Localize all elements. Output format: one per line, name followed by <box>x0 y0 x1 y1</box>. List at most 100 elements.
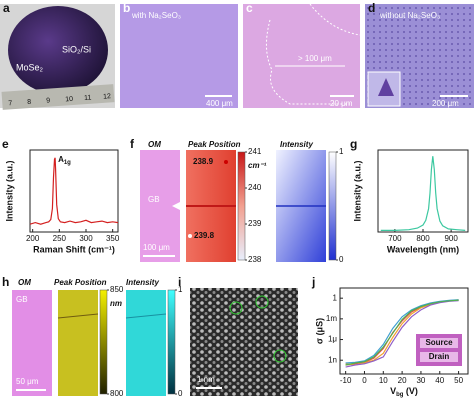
ruler <box>1 84 115 110</box>
x-tick-label: 40 <box>435 376 444 385</box>
colorbar-label: 241 <box>248 147 262 156</box>
x-tick-label: 700 <box>388 234 402 243</box>
scale: 50 μm <box>16 377 39 386</box>
spot-label: 238.9 <box>193 157 214 166</box>
label: Peak Position <box>54 278 107 287</box>
micrograph <box>120 4 238 108</box>
ruler-number: 12 <box>103 93 111 101</box>
series-line <box>345 300 459 368</box>
x-tick-label: 0 <box>362 376 367 385</box>
label: Peak Position <box>188 140 241 149</box>
wafer <box>8 6 108 94</box>
label: OM <box>18 278 31 287</box>
colorbar <box>328 151 337 261</box>
colorbar-label: 1 <box>339 147 344 156</box>
colorbar-unit: nm <box>110 299 122 308</box>
colorbar-label: 1 <box>178 285 183 294</box>
label-sub: bg <box>396 392 404 398</box>
intensity-map <box>126 290 166 396</box>
panel-letter: d <box>368 1 375 15</box>
colorbar-label: 850 <box>110 285 124 294</box>
plot-frame <box>377 149 469 233</box>
panel-letter: j <box>311 275 315 289</box>
micrograph <box>243 4 360 108</box>
panel-letter: h <box>2 275 9 289</box>
x-tick-label: 200 <box>26 234 40 243</box>
colorbar-label: 0 <box>178 389 183 398</box>
x-tick-label: 300 <box>79 234 93 243</box>
ruler-number: 10 <box>65 96 73 104</box>
axis-label: Raman Shift (cm⁻¹) <box>33 244 115 254</box>
panel-letter: b <box>123 1 130 15</box>
label-part: V <box>390 386 396 396</box>
series-line <box>345 299 459 366</box>
inset-label: Drain <box>429 352 450 361</box>
gb: GB <box>16 295 28 304</box>
colorbar <box>237 151 246 261</box>
ruler-number: 11 <box>84 95 92 102</box>
stem-image <box>190 288 298 396</box>
ruler-number: 9 <box>46 97 50 104</box>
peak-label: A1g <box>58 155 71 165</box>
flake <box>378 78 394 96</box>
colorbar <box>99 289 108 395</box>
size: > 100 μm <box>298 54 332 63</box>
colorbar-label: 240 <box>248 183 262 192</box>
defect <box>273 349 287 363</box>
y-tick-label: 1 <box>333 293 338 302</box>
label-part: (V) <box>403 386 418 396</box>
colorbar-label: 800 <box>110 389 124 398</box>
spot <box>224 160 228 164</box>
y-tick-label: 1n <box>328 355 337 364</box>
x-tick-label: 50 <box>454 376 463 385</box>
colorbar-label: 238 <box>248 255 262 264</box>
colorbar-label: 239 <box>248 219 262 228</box>
panel-letter: a <box>3 1 10 15</box>
material: MoSe₂ <box>16 62 44 72</box>
panel-letter: e <box>2 137 9 151</box>
plot-frame <box>339 287 469 375</box>
om-image <box>12 290 52 396</box>
axis-label: Vbg (V) <box>390 386 418 397</box>
domain-edge <box>266 3 361 105</box>
panel-letter: g <box>350 137 357 151</box>
x-tick-label: -10 <box>340 376 352 385</box>
series-line <box>29 157 119 225</box>
label: Intensity <box>126 278 159 287</box>
series-line <box>380 156 466 231</box>
ruler-number: 8 <box>27 99 31 106</box>
panel-letter: i <box>178 275 181 289</box>
scale: 400 μm <box>206 99 233 108</box>
label-part: A <box>58 155 64 164</box>
inset-label: Source <box>425 338 453 347</box>
label: OM <box>148 140 161 149</box>
colorbar <box>167 289 176 395</box>
gb: GB <box>148 195 160 204</box>
spot <box>188 234 192 238</box>
defect <box>255 295 269 309</box>
y-tick-label: 1μ <box>328 335 337 344</box>
peak-map <box>58 290 98 396</box>
axis-label: Wavelength (nm) <box>387 244 459 254</box>
spot-label: 239.8 <box>194 231 215 240</box>
electrode <box>420 338 458 348</box>
x-tick-label: 350 <box>106 234 120 243</box>
panel-letter: c <box>246 1 253 15</box>
caption: with Na₂SeO₃ <box>131 11 181 20</box>
x-tick-label: 10 <box>379 376 388 385</box>
scale: 100 μm <box>143 243 170 252</box>
axis-label: Intensity (a.u.) <box>352 160 362 221</box>
scale: 1 nm <box>197 375 215 384</box>
axis-label: Intensity (a.u.) <box>4 160 14 221</box>
marker <box>172 202 180 210</box>
substrate: SiO₂/Si <box>62 44 91 54</box>
boundary <box>57 313 99 319</box>
panel-letter: f <box>130 137 135 151</box>
electrode <box>420 352 458 362</box>
scale: 20 μm <box>330 99 353 108</box>
x-tick-label: 900 <box>444 234 458 243</box>
x-tick-label: 250 <box>53 234 67 243</box>
y-tick-label: 1m <box>326 314 337 323</box>
label-sub: 1g <box>64 159 71 165</box>
